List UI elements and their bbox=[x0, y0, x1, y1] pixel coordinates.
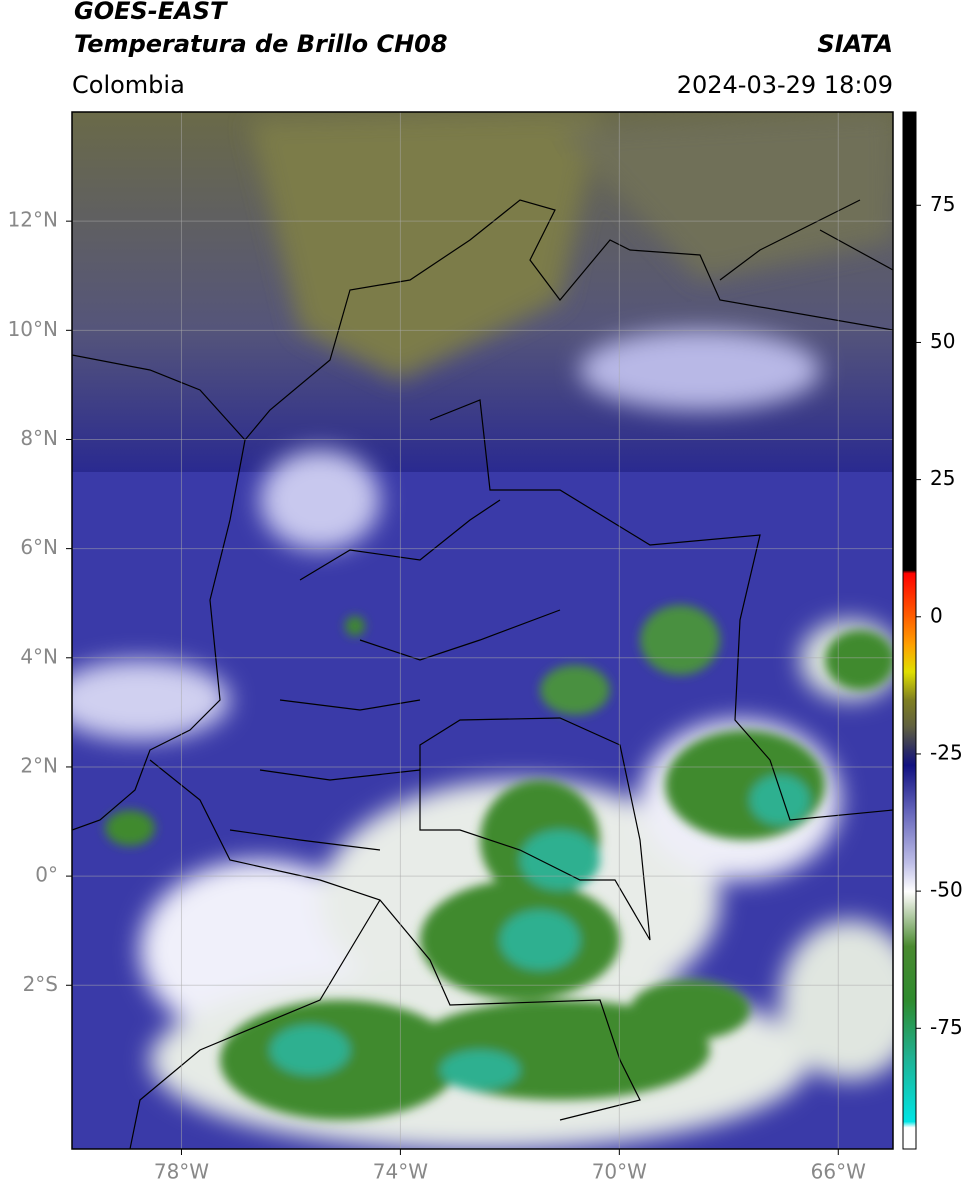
x-tick-label: 78°W bbox=[154, 1160, 209, 1184]
colorbar-segment bbox=[903, 1055, 916, 1123]
x-tick-label: 66°W bbox=[811, 1160, 866, 1184]
region: Colombia bbox=[72, 71, 185, 99]
y-tick-label: 2°S bbox=[23, 972, 58, 996]
graticule bbox=[66, 112, 893, 1155]
colorbar-segment bbox=[903, 570, 916, 574]
colorbar-segment bbox=[903, 1000, 916, 1057]
datetime: 2024-03-29 18:09 bbox=[677, 71, 893, 99]
colorbar-segment bbox=[903, 1127, 916, 1150]
colorbar-segment bbox=[903, 945, 916, 1002]
colorbar-segment bbox=[903, 616, 916, 645]
colorbar-tick-label: 75 bbox=[930, 192, 955, 216]
colorbar: 75 50 25 0 -25 -50 -75 bbox=[903, 112, 963, 1150]
map-frame bbox=[71, 111, 894, 1150]
colorbar-tick-label: -25 bbox=[930, 740, 963, 764]
source: SIATA bbox=[817, 30, 893, 58]
colorbar-tick-label: -50 bbox=[930, 878, 963, 902]
colorbar-tick-label: 50 bbox=[930, 329, 955, 353]
y-tick-label: 8°N bbox=[20, 426, 58, 450]
colorbar-segment bbox=[903, 748, 916, 766]
satellite-image bbox=[72, 112, 893, 1149]
y-tick-label: 12°N bbox=[8, 208, 58, 232]
colorbar-frame bbox=[902, 111, 917, 1150]
y-tick-label: 10°N bbox=[8, 317, 58, 341]
title: GOES-EAST bbox=[74, 0, 228, 25]
colorbar-segment bbox=[903, 1121, 916, 1128]
colorbar-segment bbox=[903, 726, 916, 749]
colorbar-segment bbox=[903, 764, 916, 810]
colorbar-tick-label: 25 bbox=[930, 466, 955, 490]
colorbar-segment bbox=[903, 699, 916, 728]
colorbar-segment bbox=[903, 671, 916, 700]
x-tick-label: 74°W bbox=[373, 1160, 428, 1184]
x-tick-label: 70°W bbox=[592, 1160, 647, 1184]
colorbar-segment bbox=[903, 644, 916, 673]
colorbar-tick-label: 0 bbox=[930, 603, 943, 627]
colorbar-segment bbox=[903, 891, 916, 903]
y-tick-label: 6°N bbox=[20, 535, 58, 559]
y-tick-label: 0° bbox=[35, 863, 58, 887]
colorbar-segment bbox=[903, 902, 916, 947]
colorbar-segment bbox=[903, 572, 916, 618]
y-tick-label: 4°N bbox=[20, 644, 58, 668]
colorbar-segment bbox=[903, 112, 916, 571]
colorbar-tick-label: -75 bbox=[930, 1015, 963, 1039]
colorbar-segment bbox=[903, 808, 916, 865]
y-tick-label: 2°N bbox=[20, 753, 58, 777]
subtitle: Temperatura de Brillo CH08 bbox=[74, 30, 448, 58]
colorbar-segment bbox=[903, 863, 916, 892]
